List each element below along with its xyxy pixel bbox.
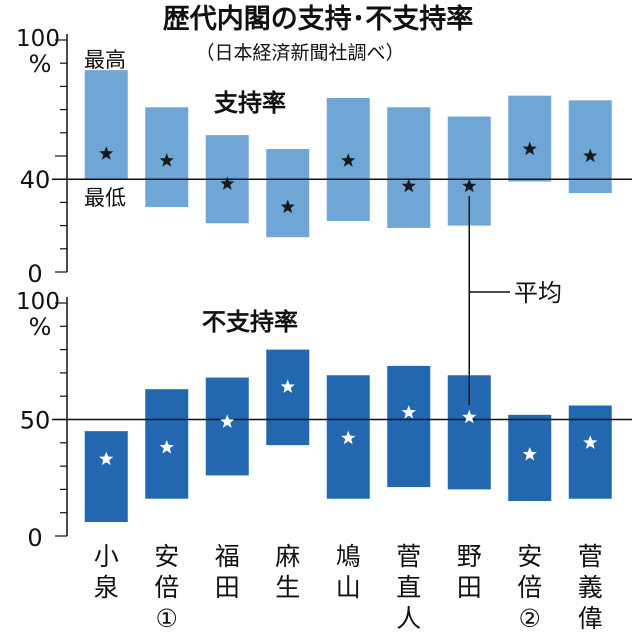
range-bar (387, 107, 431, 228)
category-label-char: 偉 (578, 604, 603, 633)
max-label: 最高 (84, 48, 126, 72)
min-label-backing (74, 183, 126, 210)
category-label-char: 義 (578, 573, 603, 602)
chart-title: 歴代内閣の支持･不支持率 (163, 3, 474, 35)
range-bar (84, 70, 128, 180)
average-star (159, 153, 174, 167)
average-star (99, 146, 114, 160)
average-star (401, 405, 416, 419)
average-star (583, 435, 598, 449)
category-label-char: 菅 (396, 542, 421, 571)
range-bar (266, 149, 310, 238)
category-label-char: 田 (457, 573, 482, 602)
average-star (220, 414, 235, 428)
callout-label: 平均 (514, 279, 562, 307)
category-label-char: 野 (457, 542, 482, 571)
category-label-char: 麻 (275, 542, 300, 571)
category-label-char: 鳩 (336, 542, 361, 571)
category-label-char: 田 (215, 573, 240, 602)
range-bar (508, 95, 552, 182)
average-star (99, 451, 114, 466)
average-star (583, 148, 598, 163)
y-tick-label: 50 (20, 407, 51, 435)
average-callout: 平均 (468, 196, 562, 406)
min-label: 最低 (84, 186, 126, 210)
category-label-char: ① (156, 604, 178, 633)
y-tick-label: 0 (27, 524, 42, 552)
category-label-char: 直 (396, 573, 421, 602)
range-bar (387, 365, 431, 488)
y-tick-label: 40 (20, 166, 51, 194)
category-label-char: 小 (94, 542, 119, 571)
chart-subtitle: （日本経済新聞社調べ） (195, 42, 404, 64)
category-label-char: 生 (275, 573, 300, 602)
range-bar (84, 431, 128, 523)
category-label-char: 人 (396, 604, 421, 633)
support-panel-title: 支持率 (214, 89, 286, 117)
disapproval-panel-title: 不支持率 (202, 308, 298, 336)
category-label-char: 安 (517, 542, 542, 571)
average-star (522, 446, 537, 461)
category-label-char: 倍 (517, 573, 542, 602)
range-bar (568, 405, 612, 499)
range-bar (266, 349, 310, 446)
category-label-char: 福 (215, 542, 240, 571)
y-unit-label: % (29, 313, 52, 341)
average-star (341, 153, 356, 167)
y-tick-label: 0 (27, 260, 42, 288)
average-star (159, 439, 174, 454)
average-star (462, 409, 477, 424)
range-bar (508, 414, 552, 502)
range-bar (568, 100, 612, 194)
category-label-char: 菅 (578, 542, 603, 571)
average-star (462, 178, 477, 193)
average-star (522, 141, 537, 156)
y-tick-label: 100 (16, 289, 60, 315)
category-label-char: 山 (336, 573, 361, 602)
category-label-char: 安 (154, 542, 179, 571)
average-star (220, 176, 235, 190)
range-bar (205, 377, 249, 476)
max-label-backing (74, 46, 126, 70)
y-unit-label: % (29, 50, 52, 78)
category-label-char: 倍 (154, 573, 179, 602)
category-label-char: 泉 (94, 573, 119, 602)
average-star (341, 430, 356, 445)
average-star (401, 178, 416, 193)
average-star (280, 379, 295, 393)
disapproval-panel: 0 50 100% 不支持率 (16, 289, 632, 552)
y-tick-label: 100 (16, 26, 60, 52)
category-label-char: ② (519, 604, 541, 633)
average-star (280, 199, 295, 214)
